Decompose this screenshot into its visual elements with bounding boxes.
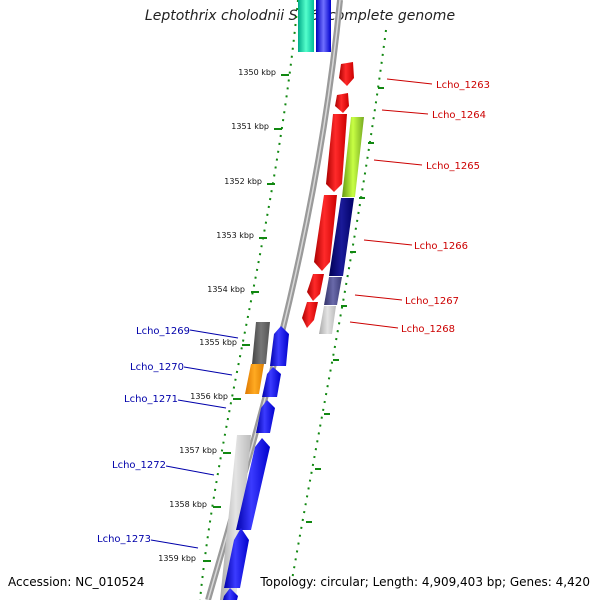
gene-label-lcho-1266[interactable]: Lcho_1266: [414, 241, 468, 252]
feature-lime[interactable]: [342, 117, 364, 197]
tick-label: 1354 kbp: [207, 285, 245, 294]
tick-marks: [203, 74, 384, 562]
gene-label-lcho-1268[interactable]: Lcho_1268: [401, 324, 455, 335]
tick-labels: 1350 kbp 1351 kbp 1352 kbp 1353 kbp 1354…: [158, 68, 276, 563]
gene-lcho-1263[interactable]: [339, 62, 354, 86]
right-gene-labels: Lcho_1263 Lcho_1264 Lcho_1265 Lcho_1266 …: [349, 78, 490, 335]
accession-text: Accession: NC_010524: [8, 575, 145, 589]
backbone-ring-highlight: [207, 0, 341, 600]
tick-label: 1356 kbp: [190, 392, 228, 401]
gene-lcho-1266[interactable]: [314, 195, 337, 271]
gene-label-lcho-1272[interactable]: Lcho_1272: [112, 460, 166, 471]
tick-label: 1351 kbp: [231, 122, 269, 131]
backbone-ring: [205, 0, 343, 600]
gene-lcho-1270[interactable]: [262, 367, 281, 397]
feature-slate[interactable]: [324, 277, 342, 305]
genome-summary-text: Topology: circular; Length: 4,909,403 bp…: [260, 575, 590, 589]
feature-grey-left[interactable]: [220, 435, 251, 600]
tick-label: 1352 kbp: [224, 177, 262, 186]
gene-lcho-1269[interactable]: [270, 326, 289, 366]
tick-label: 1357 kbp: [179, 446, 217, 455]
tick-label: 1353 kbp: [216, 231, 254, 240]
outer-track-dotted: [291, 29, 387, 581]
right-strand-genes: [302, 62, 364, 334]
gene-lcho-1273[interactable]: [224, 528, 249, 588]
tick-label: 1355 kbp: [199, 338, 237, 347]
tick-label: 1350 kbp: [238, 68, 276, 77]
gene-label-lcho-1273[interactable]: Lcho_1273: [97, 534, 151, 545]
feature-blue-top[interactable]: [316, 0, 331, 52]
feature-navy[interactable]: [329, 198, 354, 276]
tick-label: 1359 kbp: [158, 554, 196, 563]
gene-label-lcho-1270[interactable]: Lcho_1270: [130, 362, 184, 373]
gene-label-lcho-1271[interactable]: Lcho_1271: [124, 394, 178, 405]
left-strand-genes: [220, 322, 289, 600]
gene-label-lcho-1267[interactable]: Lcho_1267: [405, 296, 459, 307]
gene-lcho-1265[interactable]: [326, 114, 347, 192]
gene-label-lcho-1269[interactable]: Lcho_1269: [136, 326, 190, 337]
gene-label-lcho-1264[interactable]: Lcho_1264: [432, 110, 486, 121]
gene-lcho-1271[interactable]: [256, 400, 275, 433]
gene-label-lcho-1263[interactable]: Lcho_1263: [436, 80, 490, 91]
feature-teal-top[interactable]: [298, 0, 314, 52]
gene-lcho-1268[interactable]: [302, 302, 318, 328]
gene-label-lcho-1265[interactable]: Lcho_1265: [426, 161, 480, 172]
gene-lcho-1267[interactable]: [307, 274, 324, 301]
gene-lcho-1264[interactable]: [335, 93, 349, 113]
feature-dark-grey[interactable]: [252, 322, 270, 364]
tick-label: 1358 kbp: [169, 500, 207, 509]
gene-lcho-1272[interactable]: [236, 438, 270, 530]
feature-grey-right[interactable]: [319, 306, 336, 334]
left-gene-labels: Lcho_1269 Lcho_1270 Lcho_1271 Lcho_1272 …: [97, 326, 239, 549]
feature-orange[interactable]: [245, 364, 264, 394]
feature-blue-bottom[interactable]: [223, 588, 238, 600]
